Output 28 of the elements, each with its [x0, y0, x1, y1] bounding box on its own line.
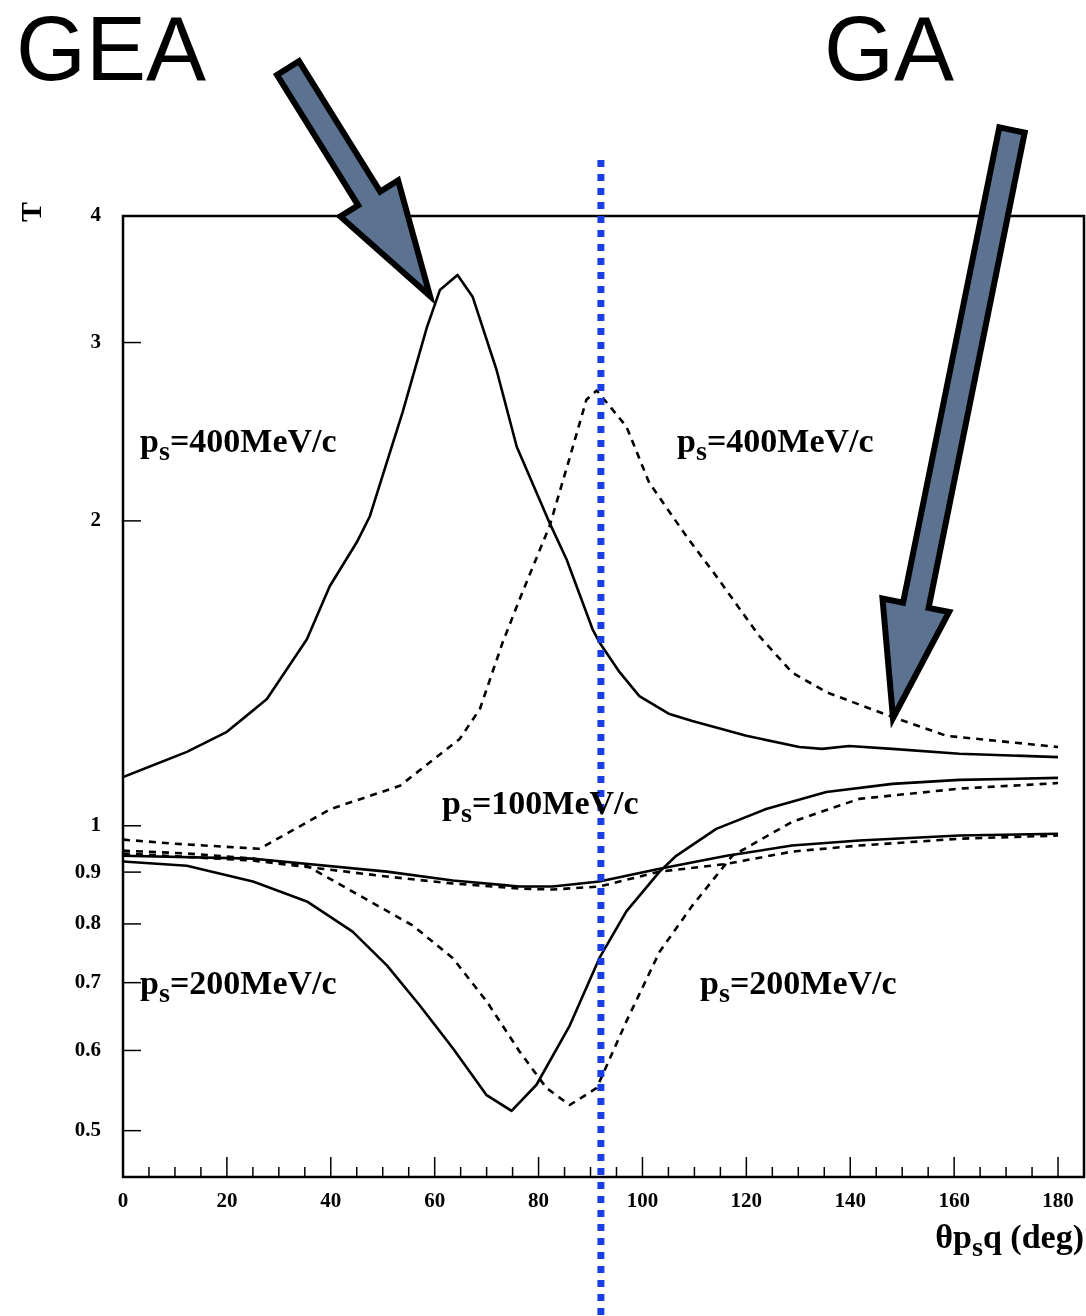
text: GEA	[16, 0, 207, 99]
annotation: p$_{s}$=200MeV/c	[700, 964, 897, 1008]
x-tick-label: 160	[938, 1188, 970, 1213]
x-tick-label: 40	[320, 1188, 342, 1213]
x-tick-label: 140	[834, 1188, 866, 1213]
y-tick-label: 0.8	[74, 910, 101, 935]
y-tick-label: 1	[90, 812, 101, 837]
x-axis-title: θp$_{s}$q (deg)	[935, 1218, 1084, 1263]
x-tick-label: 80	[528, 1188, 550, 1213]
text: GA	[824, 0, 955, 99]
x-tick-label: 20	[216, 1188, 238, 1213]
y-tick-label: 0.6	[74, 1036, 101, 1061]
y-tick-label: 2	[90, 507, 101, 532]
annotation: p$_{s}$=200MeV/c	[140, 964, 337, 1008]
x-tick-label: 0	[117, 1188, 129, 1213]
x-tick-label: 60	[424, 1188, 446, 1213]
annotation: p$_{s}$=100MeV/c	[442, 784, 639, 828]
y-axis-title: T	[14, 201, 48, 222]
y-tick-label: 4	[90, 202, 102, 227]
y-tick-label: 3	[90, 328, 101, 353]
annotation: p$_{s}$=400MeV/c	[140, 422, 337, 466]
x-tick-label: 180	[1042, 1188, 1074, 1213]
y-tick-label: 0.5	[74, 1117, 101, 1142]
y-tick-label: 0.9	[74, 858, 101, 883]
annotation: p$_{s}$=400MeV/c	[677, 422, 874, 466]
x-tick-label: 120	[730, 1188, 763, 1213]
y-tick-label: 0.7	[74, 969, 101, 994]
x-tick-label: 100	[626, 1188, 659, 1213]
